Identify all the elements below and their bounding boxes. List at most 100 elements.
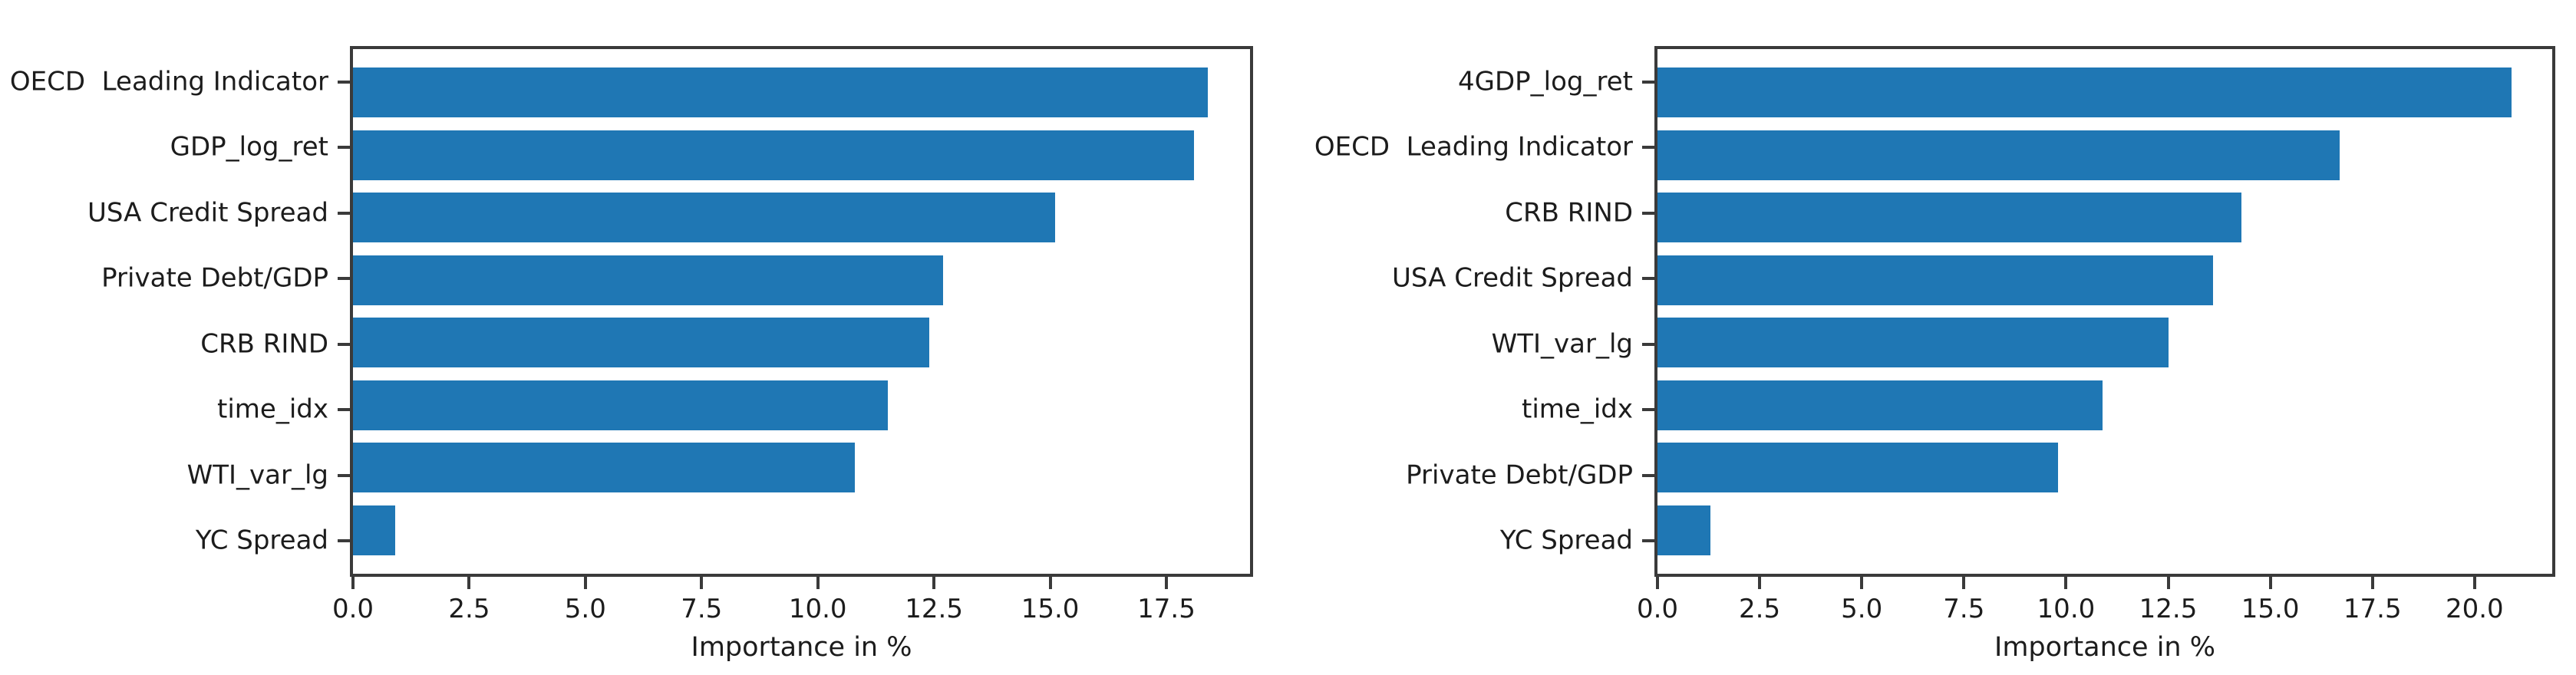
x-tick-label: 5.0: [1841, 594, 1883, 624]
x-tick-label: 7.5: [1943, 594, 1985, 624]
x-tick-label: 5.0: [564, 594, 606, 624]
x-tick-label: 0.0: [331, 594, 374, 624]
bar-row: [1657, 436, 2552, 499]
category-label: USA Credit Spread: [87, 197, 328, 229]
feature-importance-chart-left: OECD Leading Indicator GDP_log_ret USA Cre…: [10, 46, 1253, 663]
bar-row: [1657, 186, 2552, 249]
bar-row: [1657, 374, 2552, 437]
x-axis-label: Importance in %: [691, 632, 912, 663]
x-tick-mark: [1656, 577, 1659, 589]
category-label: WTI_var_lg: [186, 459, 328, 491]
importance-bar: [1657, 505, 1711, 555]
y-tick-mark: [338, 408, 350, 412]
x-tick-mark: [1962, 577, 1966, 589]
x-tick-mark: [1164, 577, 1168, 589]
x-tick-mark: [1758, 577, 1762, 589]
bars-container: [1657, 49, 2552, 574]
importance-bar: [353, 193, 1055, 243]
x-tick-label: 15.0: [2241, 594, 2300, 624]
y-tick-mark: [338, 539, 350, 543]
y-tick-mark: [1642, 342, 1654, 346]
category-label: CRB RIND: [1505, 197, 1633, 229]
x-tick-mark: [816, 577, 820, 589]
bar-row: [1657, 311, 2552, 374]
category-label: YC Spread: [195, 525, 328, 556]
x-axis-label: Importance in %: [1994, 632, 2215, 663]
bar-row: [353, 311, 1250, 374]
bar-row: [353, 499, 1250, 562]
importance-bar: [353, 130, 1195, 180]
y-tick-mark: [338, 342, 350, 346]
feature-importance-chart-right: 4GDP_log_ret OECD Leading Indicator CRB RI…: [1314, 46, 2555, 663]
x-tick-mark: [2370, 577, 2374, 589]
x-tick-label: 12.5: [905, 594, 963, 624]
bar-row: [1657, 124, 2552, 187]
x-tick-mark: [2166, 577, 2170, 589]
category-label: 4GDP_log_ret: [1458, 66, 1633, 97]
importance-bar: [1657, 255, 2214, 305]
x-tick-label: 12.5: [2139, 594, 2198, 624]
bar-row: [353, 124, 1250, 187]
x-tick-mark: [2472, 577, 2476, 589]
y-tick-mark: [1642, 277, 1654, 281]
category-label: OECD Leading Indicator: [9, 66, 328, 97]
bars-container: [353, 49, 1250, 574]
x-tick-label: 2.5: [448, 594, 490, 624]
y-tick-mark: [1642, 539, 1654, 543]
y-tick-mark: [1642, 80, 1654, 84]
x-tick-mark: [1860, 577, 1864, 589]
bar-row: [353, 249, 1250, 312]
category-label: YC Spread: [1499, 525, 1633, 556]
importance-bar: [1657, 443, 2058, 493]
y-tick-mark: [1642, 211, 1654, 215]
category-label: time_idx: [1522, 393, 1633, 425]
bar-row: [353, 374, 1250, 437]
x-tick-label: 17.5: [2343, 594, 2402, 624]
bar-row: [353, 61, 1250, 124]
category-label: WTI_var_lg: [1491, 328, 1633, 360]
importance-bar: [353, 380, 888, 430]
x-tick-label: 7.5: [681, 594, 723, 624]
importance-bar: [353, 255, 944, 305]
category-label: Private Debt/GDP: [1406, 459, 1633, 491]
x-tick-label: 0.0: [1636, 594, 1679, 624]
x-tick-mark: [2268, 577, 2272, 589]
x-tick-mark: [700, 577, 704, 589]
category-label: CRB RIND: [200, 328, 328, 360]
y-tick-mark: [1642, 146, 1654, 150]
x-tick-label: 2.5: [1739, 594, 1781, 624]
y-tick-mark: [338, 211, 350, 215]
y-tick-mark: [338, 473, 350, 477]
x-tick-mark: [583, 577, 587, 589]
y-tick-mark: [338, 146, 350, 150]
importance-bar: [1657, 193, 2242, 243]
importance-bar: [353, 443, 856, 493]
bar-row: [1657, 499, 2552, 562]
importance-bar: [1657, 68, 2512, 118]
x-tick-mark: [2064, 577, 2068, 589]
bar-row: [353, 186, 1250, 249]
x-tick-label: 17.5: [1137, 594, 1196, 624]
category-label: Private Debt/GDP: [101, 262, 328, 294]
y-tick-mark: [338, 80, 350, 84]
importance-bar: [1657, 130, 2340, 180]
x-tick-label: 10.0: [2037, 594, 2096, 624]
x-tick-label: 10.0: [788, 594, 847, 624]
x-tick-mark: [467, 577, 471, 589]
bar-row: [353, 436, 1250, 499]
bar-row: [1657, 61, 2552, 124]
category-label: time_idx: [217, 393, 328, 425]
importance-bar: [353, 505, 395, 555]
bar-row: [1657, 249, 2552, 312]
y-tick-mark: [338, 277, 350, 281]
y-tick-mark: [1642, 408, 1654, 412]
x-tick-mark: [1048, 577, 1052, 589]
x-tick-mark: [932, 577, 936, 589]
importance-bar: [1657, 380, 2103, 430]
importance-bar: [353, 318, 930, 368]
y-tick-mark: [1642, 473, 1654, 477]
importance-bar: [1657, 318, 2169, 368]
category-label: GDP_log_ret: [170, 131, 328, 163]
category-label: OECD Leading Indicator: [1314, 131, 1633, 163]
